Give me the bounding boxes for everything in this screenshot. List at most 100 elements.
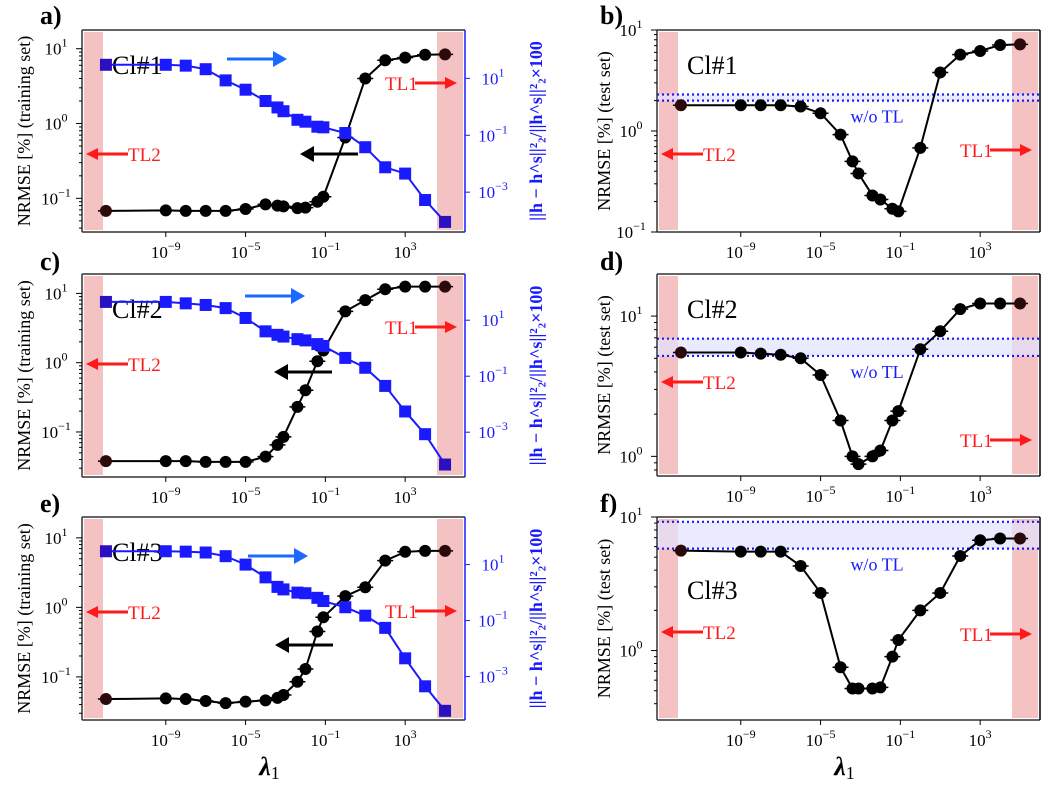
left-axis-arrow-icon	[300, 146, 314, 162]
right-series-marker	[359, 141, 372, 154]
tl2-band	[84, 276, 103, 475]
nrmse-marker	[934, 66, 947, 79]
right-series-marker	[379, 621, 392, 634]
y-tick-label: 10−1	[41, 185, 71, 208]
tl1-band	[1012, 519, 1038, 718]
nrmse-marker	[954, 550, 967, 563]
right-y-tick-label: 10−1	[478, 363, 508, 386]
y-tick-label: 100	[620, 118, 643, 141]
tl1-label: TL1	[960, 625, 993, 646]
nrmse-marker	[277, 430, 290, 443]
tl1-arrow-icon	[1020, 144, 1032, 156]
y-tick-label: 101	[620, 303, 643, 326]
nrmse-marker	[339, 305, 352, 318]
nrmse-marker	[179, 693, 192, 706]
right-series-marker	[99, 295, 112, 308]
right-y-axis-label: ||h − h^s||²₂/||h^s||²₂×100	[526, 286, 546, 466]
y-tick-label: 101	[45, 525, 68, 548]
right-series-marker	[399, 167, 412, 180]
nrmse-marker	[794, 559, 807, 572]
nrmse-marker	[159, 455, 172, 468]
x-tick-label: 10−5	[231, 239, 261, 262]
right-series-marker	[179, 297, 192, 310]
right-series-marker	[199, 298, 212, 311]
nrmse-marker	[974, 44, 987, 57]
right-series-marker	[199, 546, 212, 559]
right-series-marker	[277, 330, 290, 343]
nrmse-marker	[834, 414, 847, 427]
y-tick-label: 10−1	[616, 219, 646, 242]
right-y-axis-label: ||h − h^s||²₂/||h^s||²₂×100	[526, 529, 546, 709]
nrmse-marker	[934, 325, 947, 338]
nrmse-marker	[914, 141, 927, 154]
tl2-arrow-icon	[661, 376, 673, 388]
right-series-marker	[317, 121, 330, 134]
left-axis-arrow-icon	[275, 637, 289, 653]
right-series-marker	[179, 59, 192, 72]
nrmse-marker	[399, 545, 412, 558]
tl2-band	[659, 519, 678, 718]
nrmse-marker	[159, 692, 172, 705]
nrmse-marker	[199, 455, 212, 468]
x-tick-label: 103	[969, 239, 992, 262]
right-series-marker	[317, 595, 330, 608]
right-series-line	[105, 550, 446, 712]
nrmse-marker	[439, 544, 452, 557]
nrmse-marker	[317, 611, 330, 624]
y-tick-label: 101	[45, 36, 68, 59]
nrmse-marker	[814, 107, 827, 120]
x-tick-label: 10−1	[885, 727, 915, 750]
panel-letter: c)	[40, 247, 60, 276]
wo-tl-label: w/o TL	[850, 555, 903, 575]
nrmse-marker	[277, 200, 290, 213]
tl2-band	[84, 32, 103, 230]
nrmse-marker	[674, 544, 687, 557]
nrmse-marker	[892, 405, 905, 418]
nrmse-marker	[754, 99, 767, 112]
right-series-marker	[259, 325, 272, 338]
nrmse-marker	[834, 128, 847, 141]
tl1-label: TL1	[385, 74, 418, 95]
right-series-marker	[219, 550, 232, 563]
tl1-label: TL1	[960, 141, 993, 162]
wo-tl-band	[657, 338, 1040, 356]
right-series-marker	[339, 601, 352, 614]
x-tick-label: 10−5	[806, 727, 836, 750]
nrmse-marker	[219, 204, 232, 217]
x-axis-label: λ1	[833, 752, 855, 783]
nrmse-marker	[852, 458, 865, 471]
nrmse-marker	[774, 348, 787, 361]
y-tick-label: 101	[620, 17, 643, 40]
x-tick-label: 10−1	[885, 483, 915, 506]
tl1-band	[1012, 32, 1038, 230]
right-series-marker	[419, 428, 432, 441]
y-tick-label: 100	[620, 638, 643, 661]
y-tick-label: 101	[620, 504, 643, 527]
nrmse-marker	[1014, 297, 1027, 310]
tl1-label: TL1	[960, 431, 993, 452]
nrmse-marker	[99, 455, 112, 468]
tl1-arrow-icon	[1020, 628, 1032, 640]
right-series-marker	[277, 105, 290, 118]
cluster-label: Cl#3	[112, 538, 163, 567]
x-tick-label: 103	[394, 239, 417, 262]
nrmse-marker	[954, 48, 967, 61]
nrmse-marker	[359, 294, 372, 307]
nrmse-marker	[874, 444, 887, 457]
tl2-label: TL2	[703, 623, 736, 644]
right-y-tick-label: 10−3	[478, 179, 508, 202]
x-tick-label: 10−9	[726, 727, 756, 750]
right-series-marker	[379, 379, 392, 392]
wo-tl-label: w/o TL	[850, 107, 903, 127]
tl2-band	[84, 519, 103, 718]
nrmse-marker	[914, 604, 927, 617]
nrmse-marker	[852, 682, 865, 695]
tl1-arrow-icon	[445, 77, 457, 89]
nrmse-marker	[239, 695, 252, 708]
tl2-label: TL2	[128, 145, 161, 166]
right-y-tick-label: 101	[482, 65, 505, 88]
nrmse-marker	[1014, 532, 1027, 545]
